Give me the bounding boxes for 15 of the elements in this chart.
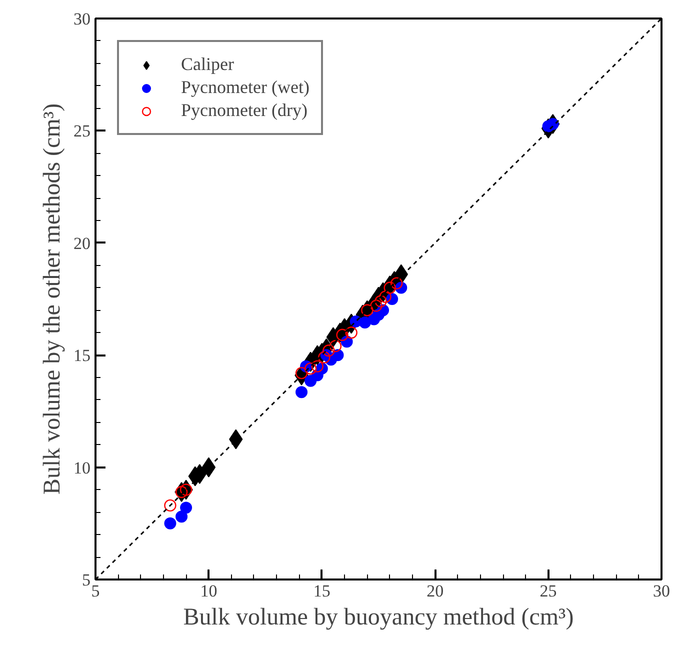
x-axis-title: Bulk volume by buoyancy method (cm³) (183, 604, 574, 630)
legend-label: Caliper (181, 54, 234, 75)
y-tick-label: 10 (74, 458, 90, 478)
legend-label: Pycnometer (wet) (181, 77, 310, 98)
x-tick-label: 25 (540, 582, 557, 600)
x-tick-label: 20 (426, 582, 444, 600)
x-tick-label: 15 (313, 582, 330, 600)
y-tick-label: 15 (74, 346, 90, 366)
y-tick-label: 30 (74, 10, 90, 28)
y-axis-title: Bulk volume by the other methods (cm³) (40, 103, 66, 495)
legend-label: Pycnometer (dry) (181, 100, 308, 121)
x-tick-label: 10 (200, 582, 218, 600)
x-tick-label: 30 (653, 582, 670, 600)
y-tick-label: 20 (74, 234, 90, 253)
y-tick-label: 25 (74, 122, 90, 141)
